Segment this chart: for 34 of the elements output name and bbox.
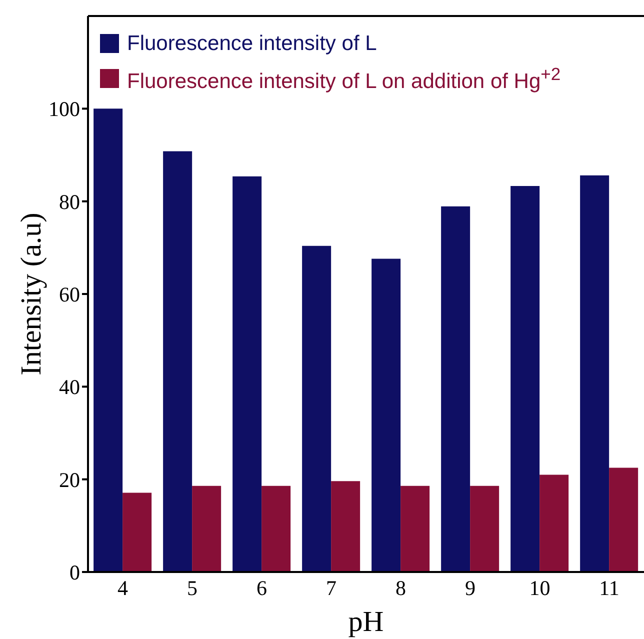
- x-tick-label: 6: [256, 576, 267, 600]
- legend-label: Fluorescence intensity of L: [127, 31, 377, 57]
- x-tick-label: 7: [326, 576, 336, 600]
- x-tick-label: 10: [529, 576, 550, 600]
- legend-label: Fluorescence intensity of L on addition of Hg$^{+2}$: [127, 63, 561, 95]
- y-tick-label: 0: [70, 560, 80, 584]
- bar: [262, 486, 291, 572]
- x-tick-label: 8: [396, 576, 406, 600]
- bar: [302, 246, 332, 572]
- bar: [609, 468, 638, 572]
- x-tick-label: 4: [118, 576, 128, 600]
- bar: [122, 492, 152, 572]
- bar: [232, 176, 262, 572]
- y-axis-title: Intensity (a.u): [15, 212, 48, 376]
- x-tick-label: 9: [465, 576, 476, 600]
- bar: [580, 175, 610, 572]
- bar: [510, 186, 540, 572]
- bar: [400, 486, 430, 572]
- bar: [372, 258, 401, 572]
- bar: [192, 486, 222, 572]
- bar: [470, 486, 500, 572]
- bar: [331, 481, 360, 572]
- bar: [94, 108, 123, 572]
- x-axis-title: pH: [348, 606, 384, 638]
- x-tick-label: 11: [599, 576, 620, 600]
- y-tick-label: 20: [59, 468, 80, 492]
- x-tick-label: 5: [187, 576, 198, 600]
- bar: [163, 151, 192, 572]
- y-tick-label: 80: [59, 190, 80, 214]
- bar: [540, 474, 569, 572]
- y-tick-label: 40: [59, 375, 80, 400]
- y-tick-label: 100: [48, 97, 80, 122]
- bar: [441, 206, 470, 572]
- y-tick-label: 60: [59, 282, 80, 306]
